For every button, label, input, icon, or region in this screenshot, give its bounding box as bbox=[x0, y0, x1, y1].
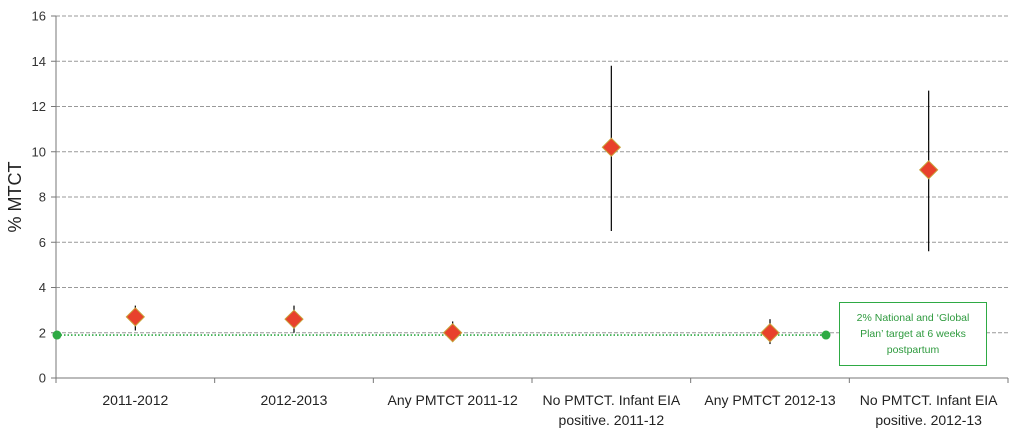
y-tick-label: 8 bbox=[39, 190, 46, 205]
y-tick-label: 6 bbox=[39, 235, 46, 250]
axes bbox=[51, 15, 1009, 383]
data-point-diamond bbox=[760, 323, 780, 343]
target-line-start-dot bbox=[52, 330, 62, 340]
y-tick-label: 4 bbox=[39, 280, 46, 295]
data-point-diamond bbox=[918, 160, 939, 180]
x-category-label: 2011-2012 bbox=[102, 392, 168, 408]
y-tick-label: 14 bbox=[32, 54, 46, 69]
y-tick-label: 2 bbox=[39, 325, 46, 340]
x-category-label: positive. 2011-12 bbox=[559, 412, 665, 428]
y-axis-label: % MTCT bbox=[5, 162, 25, 233]
x-category-label: 2012-2013 bbox=[261, 392, 328, 408]
target-line-group bbox=[52, 330, 831, 340]
y-tick-label: 12 bbox=[32, 99, 46, 114]
axis-labels: 0 2 4 6 8 10 12 14 16 2011-2012 2012-2013 Any PMTCT… bbox=[32, 9, 999, 429]
x-category-label: positive. 2012-13 bbox=[875, 412, 982, 428]
data-point-diamond bbox=[284, 309, 304, 329]
y-tick-label: 0 bbox=[39, 371, 46, 386]
x-category-label: Any PMTCT 2011-12 bbox=[388, 392, 518, 408]
x-category-label: No PMTCT. Infant EIA bbox=[860, 392, 998, 408]
data-point-diamond bbox=[442, 323, 463, 343]
data-point-diamond bbox=[601, 137, 622, 157]
data-marks bbox=[125, 65, 939, 345]
y-tick-label: 16 bbox=[32, 9, 46, 24]
target-annotation-box: 2% National and ‘Global Plan’ target at … bbox=[839, 302, 987, 366]
data-point-diamond bbox=[125, 307, 146, 327]
target-annotation-text: 2% National and ‘Global Plan’ target at … bbox=[856, 312, 970, 356]
x-category-label: No PMTCT. Infant EIA bbox=[542, 392, 680, 408]
x-category-label: Any PMTCT 2012-13 bbox=[704, 392, 835, 408]
y-tick-label: 10 bbox=[32, 144, 46, 159]
target-line-end-dot bbox=[821, 330, 831, 340]
grid-lines bbox=[56, 15, 1008, 334]
